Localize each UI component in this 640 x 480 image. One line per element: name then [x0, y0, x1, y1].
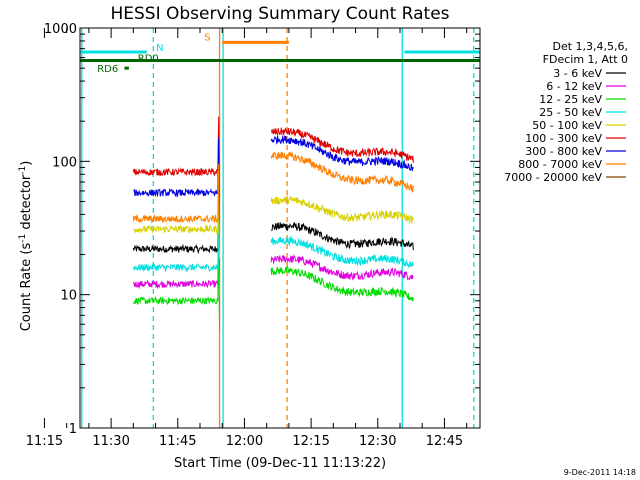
y-label-sup: -1 — [18, 166, 28, 175]
series-line-seg1 — [132, 245, 221, 331]
y-label-part: Count Rate (s — [19, 243, 34, 332]
plot-frame — [79, 27, 481, 429]
series-line-seg2 — [270, 194, 414, 225]
flag-label: S — [204, 32, 210, 43]
series-line-seg2 — [270, 235, 414, 269]
y-label-part: ) — [19, 161, 34, 166]
x-tick-label: 12:30 — [359, 434, 396, 449]
y-label-sup: -1 — [18, 234, 28, 243]
y-tick-label: 10 — [60, 289, 77, 304]
series-line-seg1 — [132, 228, 221, 314]
svg-text:Count Rate (s-1 detector-1): Count Rate (s-1 detector-1) — [18, 161, 34, 332]
y-tick-label: 1000 — [44, 22, 77, 37]
plot-area: N S RD0 RD6 11:15 11:30 11:45 12:00 12:15 12:30 12… — [26, 22, 481, 449]
series-line-seg2 — [270, 135, 414, 172]
legend-header: Det 1,3,4,5,6, — [552, 40, 628, 53]
legend-label: 7000 - 20000 keV — [504, 171, 602, 184]
legend-label: 800 - 7000 keV — [518, 158, 602, 171]
series-line-seg1 — [133, 173, 221, 259]
series-line-seg2 — [270, 127, 414, 163]
flag-label: N — [156, 43, 163, 54]
legend-label: 6 - 12 keV — [546, 80, 602, 93]
series-line-seg2 — [270, 266, 414, 302]
series-line-seg2 — [270, 253, 414, 281]
y-axis-label: Count Rate (s-1 detector-1) — [18, 161, 34, 332]
y-label-part: detector — [19, 174, 34, 234]
legend-label: 50 - 100 keV — [532, 119, 602, 132]
legend-label: 25 - 50 keV — [539, 106, 602, 119]
y-tick-label: 1 — [69, 422, 77, 437]
x-tick-label: 11:15 — [26, 434, 63, 449]
x-tick-label: 12:15 — [292, 434, 329, 449]
legend-header: FDecim 1, Att 0 — [543, 53, 628, 66]
x-tick-label: 11:45 — [159, 434, 196, 449]
legend-label: 3 - 6 keV — [553, 67, 602, 80]
series-line-seg1 — [133, 137, 221, 223]
legend: Det 1,3,4,5,6,FDecim 1, Att 03 - 6 keV6 … — [504, 40, 628, 184]
series-line-seg2 — [271, 222, 414, 251]
legend-label: 300 - 800 keV — [525, 145, 602, 158]
legend-label: 12 - 25 keV — [539, 93, 602, 106]
series-line-seg1 — [132, 163, 221, 249]
plot-timestamp: 9-Dec-2011 14:18 — [564, 468, 636, 477]
series-line-seg2 — [270, 151, 414, 194]
legend-label: 100 - 300 keV — [525, 132, 602, 145]
series-line-seg1 — [132, 193, 221, 279]
flag-label: RD6 — [97, 64, 118, 75]
flag-label: RD0 — [138, 54, 159, 65]
x-tick-label: 11:30 — [92, 434, 129, 449]
y-tick-label: 100 — [52, 155, 77, 170]
x-tick-label: 12:45 — [426, 434, 463, 449]
x-tick-label: 12:00 — [226, 434, 263, 449]
series-line-seg1 — [132, 116, 221, 202]
chart-title: HESSI Observing Summary Count Rates — [110, 4, 449, 24]
x-axis-label: Start Time (09-Dec-11 11:13:22) — [174, 456, 386, 471]
series-line-seg1 — [132, 212, 221, 298]
